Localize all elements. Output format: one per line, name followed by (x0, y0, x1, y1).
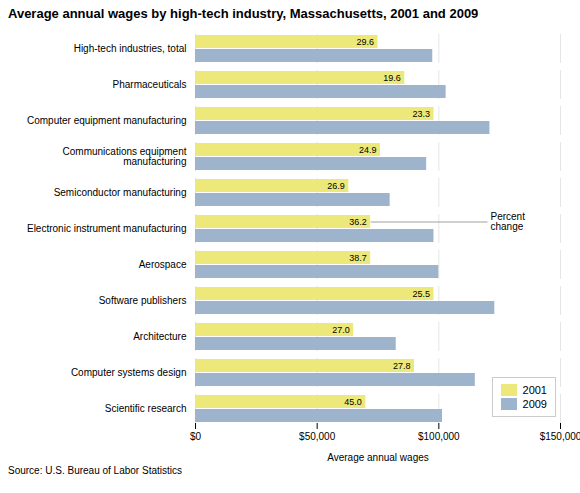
svg-text:Semiconductor manufacturing: Semiconductor manufacturing (54, 187, 187, 198)
svg-text:27.0: 27.0 (332, 325, 350, 335)
html-text:2009: 2009 (522, 398, 547, 410)
html-text:Average annual wages by high-t: Average annual wages by high-tech indust… (8, 6, 479, 21)
svg-text:Architecture: Architecture (133, 331, 187, 342)
svg-text:High-tech industries, total: High-tech industries, total (74, 43, 187, 54)
svg-text:29.6: 29.6 (356, 37, 374, 47)
svg-text:$0: $0 (190, 431, 202, 442)
svg-text:Average annual wages: Average annual wages (327, 452, 429, 463)
svg-text:Computer equipment manufacturi: Computer equipment manufacturing (27, 115, 187, 126)
svg-text:38.7: 38.7 (349, 253, 367, 263)
svg-text:Pharmaceuticals: Pharmaceuticals (113, 79, 187, 90)
svg-text:27.8: 27.8 (393, 361, 411, 371)
html-text:2001: 2001 (522, 384, 547, 396)
svg-text:24.9: 24.9 (359, 145, 377, 155)
svg-text:19.6: 19.6 (383, 73, 401, 83)
svg-text:$100,000: $100,000 (418, 431, 460, 442)
svg-text:Aerospace: Aerospace (139, 259, 187, 270)
svg-text:Communications equipmentmanufa: Communications equipmentmanufacturing (63, 146, 187, 167)
svg-text:25.5: 25.5 (412, 289, 430, 299)
svg-text:45.0: 45.0 (344, 397, 362, 407)
svg-text:Scientific research: Scientific research (105, 403, 187, 414)
svg-text:Software publishers: Software publishers (99, 295, 187, 306)
svg-text:$150,000: $150,000 (540, 431, 580, 442)
svg-text:23.3: 23.3 (412, 109, 430, 119)
svg-text:36.2: 36.2 (349, 217, 367, 227)
svg-text:$50,000: $50,000 (299, 431, 336, 442)
svg-text:Percentchange: Percentchange (491, 211, 526, 232)
html-text:Source: U.S. Bureau of Labor S: Source: U.S. Bureau of Labor Statistics (8, 465, 182, 476)
svg-text:Electronic instrument manufact: Electronic instrument manufacturing (27, 223, 187, 234)
svg-text:Computer systems design: Computer systems design (71, 367, 187, 378)
svg-text:26.9: 26.9 (327, 181, 345, 191)
